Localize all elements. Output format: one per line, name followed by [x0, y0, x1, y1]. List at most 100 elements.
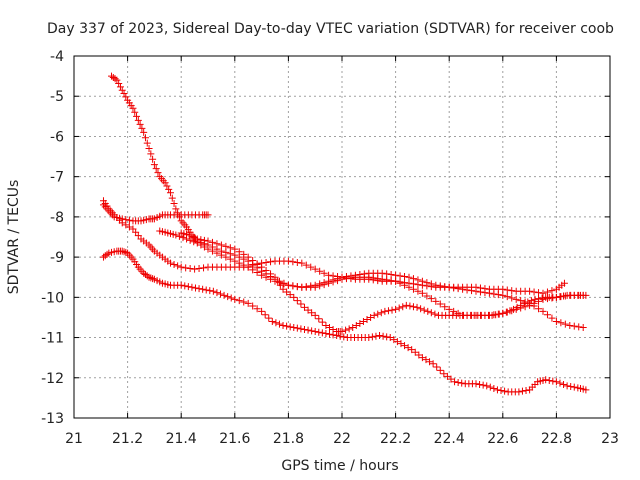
data-point	[308, 327, 316, 335]
y-tick-label: -12	[41, 371, 64, 387]
data-point	[268, 317, 276, 325]
data-point	[517, 301, 525, 309]
data-point	[129, 104, 137, 112]
data-point	[322, 321, 330, 329]
data-point	[427, 295, 435, 303]
data-point	[279, 285, 287, 293]
data-point	[418, 281, 426, 289]
data-point	[325, 324, 333, 331]
data-point	[204, 245, 212, 253]
data-point	[191, 265, 199, 273]
data-point	[290, 324, 298, 331]
data-point	[479, 381, 487, 389]
data-point	[143, 139, 151, 147]
data-point	[378, 275, 386, 283]
data-point	[413, 303, 421, 311]
data-point	[367, 313, 375, 321]
data-point	[433, 363, 441, 371]
data-point	[392, 271, 400, 279]
data-point	[508, 294, 516, 302]
data-point	[302, 261, 310, 269]
data-point	[226, 255, 234, 263]
data-point	[271, 273, 279, 281]
data-point	[262, 258, 270, 266]
data-point	[152, 165, 160, 173]
data-point	[200, 243, 208, 251]
data-point	[258, 263, 266, 271]
data-point	[325, 271, 333, 279]
data-point	[401, 273, 409, 281]
data-point	[552, 293, 560, 301]
data-point	[429, 360, 437, 368]
data-point	[149, 155, 157, 163]
grid-lines	[74, 56, 610, 418]
data-point	[386, 334, 394, 342]
data-point	[440, 370, 448, 378]
data-point	[224, 293, 232, 301]
data-point	[384, 307, 392, 315]
data-point	[186, 265, 194, 273]
data-point	[316, 282, 324, 290]
data-point	[133, 112, 141, 120]
data-point	[424, 307, 432, 315]
data-point	[208, 238, 216, 246]
data-point	[436, 366, 444, 374]
data-point	[342, 275, 350, 283]
data-point	[209, 287, 217, 295]
data-point	[365, 334, 373, 342]
data-point	[170, 260, 178, 268]
data-point	[535, 295, 543, 303]
data-point	[184, 283, 192, 291]
data-point	[329, 278, 337, 286]
data-point	[340, 333, 348, 341]
data-point	[208, 247, 216, 255]
data-point	[497, 387, 505, 395]
data-point	[297, 300, 305, 308]
data-point	[120, 248, 128, 256]
data-point	[521, 303, 529, 311]
data-point	[182, 264, 190, 272]
data-point	[414, 281, 422, 289]
data-point	[284, 281, 292, 289]
data-point	[329, 272, 337, 280]
data-point	[131, 108, 139, 116]
data-point	[392, 305, 400, 313]
data-point	[347, 274, 355, 282]
data-point	[316, 267, 324, 275]
data-point	[472, 283, 480, 291]
data-point	[172, 205, 180, 213]
x-tick-label: 22.8	[541, 431, 572, 447]
data-point	[436, 300, 444, 308]
data-point	[441, 303, 449, 311]
data-point	[379, 332, 387, 340]
data-point	[567, 382, 575, 390]
data-point	[320, 281, 328, 289]
data-point	[289, 258, 297, 266]
series-track-f	[177, 229, 590, 336]
data-point	[322, 330, 330, 338]
data-point	[570, 322, 578, 330]
data-point	[359, 317, 367, 325]
data-point	[506, 307, 514, 315]
data-point	[392, 277, 400, 285]
y-tick-label: -6	[50, 129, 64, 145]
data-point	[338, 328, 346, 336]
y-tick-label: -11	[41, 331, 64, 347]
data-point	[443, 372, 451, 380]
data-point	[120, 90, 128, 98]
data-point	[244, 253, 252, 261]
data-point	[409, 285, 417, 293]
data-point	[499, 309, 507, 317]
data-point	[476, 284, 484, 292]
data-point	[122, 221, 130, 229]
data-point	[561, 320, 569, 328]
data-point	[556, 293, 564, 301]
data-point	[510, 305, 518, 313]
data-point	[213, 249, 221, 257]
x-tick-label: 21	[65, 431, 83, 447]
data-point	[458, 379, 466, 387]
data-point	[141, 271, 149, 279]
data-point	[140, 269, 148, 277]
data-point	[503, 286, 511, 294]
data-point	[427, 309, 435, 317]
